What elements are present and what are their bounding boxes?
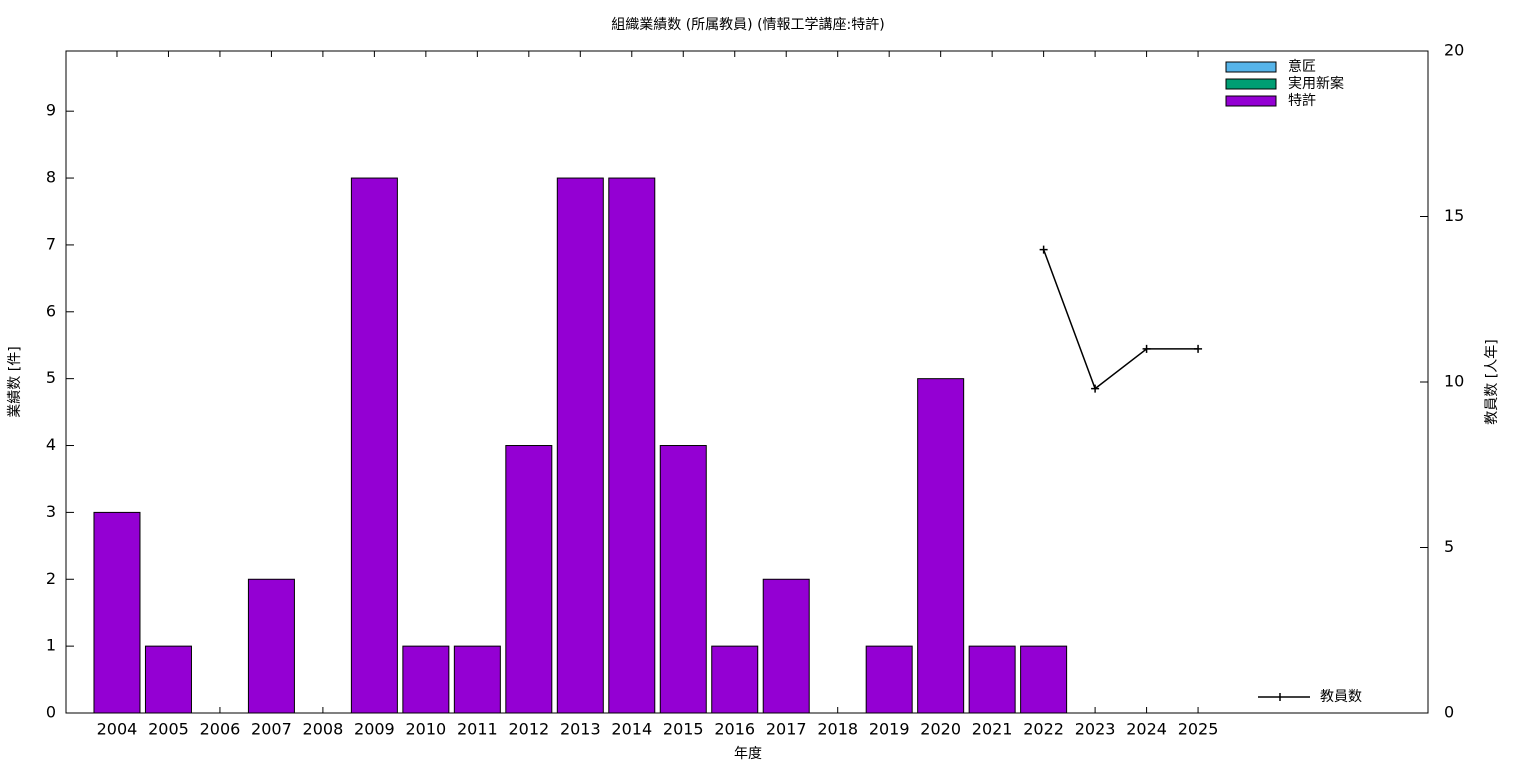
bar <box>917 378 965 714</box>
x-tick-label: 2020 <box>920 720 961 739</box>
x-tick-label: 2007 <box>251 720 292 739</box>
y2-tick-label: 10 <box>1444 372 1464 391</box>
y2-tick-label: 15 <box>1444 206 1464 225</box>
bar <box>711 645 759 714</box>
legend-label: 教員数 <box>1320 689 1362 705</box>
y-axis-label: 業績数 [件] <box>7 346 23 417</box>
y-tick-label: 8 <box>46 168 56 187</box>
bar <box>556 177 604 714</box>
bar <box>608 177 656 714</box>
x-tick-label: 2025 <box>1178 720 1219 739</box>
y-tick-label: 6 <box>46 301 56 320</box>
legend-label: 意匠 <box>1288 58 1316 75</box>
legend-label: 特許 <box>1288 93 1316 109</box>
legend-key <box>1225 95 1277 107</box>
x-tick-label: 2021 <box>972 720 1013 739</box>
x-tick-label: 2016 <box>714 720 755 739</box>
y-tick-label: 9 <box>46 101 56 120</box>
x-tick-label: 2005 <box>148 720 189 739</box>
x-tick-label: 2014 <box>611 720 652 739</box>
x-tick-label: 2012 <box>508 720 549 739</box>
y-tick-label: 3 <box>46 502 56 521</box>
x-tick-label: 2018 <box>817 720 858 739</box>
x-tick-label: 2013 <box>560 720 601 739</box>
bar <box>865 645 913 714</box>
legend-key <box>1225 78 1277 90</box>
line <box>1042 249 1199 390</box>
y2-axis-label: 教員数 [人年] <box>1484 339 1500 424</box>
y-tick-label: 4 <box>46 435 56 454</box>
x-tick-label: 2008 <box>303 720 344 739</box>
chart-title: 組織業績数 (所属教員) (情報工学講座:特許) <box>611 17 884 33</box>
bar <box>762 578 810 714</box>
x-tick-label: 2004 <box>97 720 138 739</box>
x-tick-label: 2023 <box>1075 720 1116 739</box>
bar <box>505 445 553 714</box>
y-tick-label: 5 <box>46 368 56 387</box>
y2-tick-label: 5 <box>1444 537 1454 556</box>
y-tick-label: 7 <box>46 234 56 253</box>
x-tick-label: 2024 <box>1126 720 1167 739</box>
bar <box>453 645 501 714</box>
legend-key <box>1225 61 1277 73</box>
y2-tick-label: 0 <box>1444 703 1454 722</box>
bar <box>402 645 450 714</box>
bar <box>659 445 707 714</box>
x-tick-label: 2006 <box>200 720 241 739</box>
bar <box>350 177 398 714</box>
y-tick-label: 2 <box>46 569 56 588</box>
x-tick-label: 2017 <box>766 720 807 739</box>
x-tick-label: 2015 <box>663 720 704 739</box>
bar <box>247 578 295 714</box>
bar <box>1020 645 1068 714</box>
x-tick-label: 2010 <box>406 720 447 739</box>
x-tick-label: 2022 <box>1023 720 1064 739</box>
bar <box>144 645 192 714</box>
x-axis-label: 年度 <box>734 746 762 762</box>
bar <box>93 511 141 714</box>
legend-label: 実用新案 <box>1288 75 1344 92</box>
x-tick-label: 2011 <box>457 720 498 739</box>
bar <box>968 645 1016 714</box>
y2-tick-label: 20 <box>1444 41 1464 60</box>
x-tick-label: 2019 <box>869 720 910 739</box>
y-tick-label: 0 <box>46 703 56 722</box>
x-tick-label: 2009 <box>354 720 395 739</box>
y-tick-label: 1 <box>46 636 56 655</box>
